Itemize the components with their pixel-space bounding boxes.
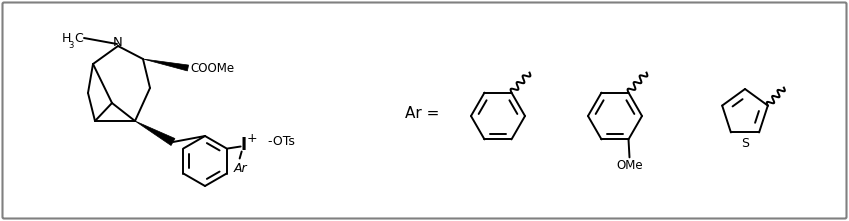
Text: 3: 3	[69, 40, 74, 50]
Text: COOMe: COOMe	[190, 63, 234, 76]
Text: OMe: OMe	[616, 159, 643, 172]
Text: C: C	[74, 32, 82, 44]
Text: S: S	[741, 137, 749, 150]
Text: I: I	[240, 137, 247, 154]
Text: Ar: Ar	[233, 162, 247, 175]
Text: N: N	[113, 36, 123, 48]
Polygon shape	[135, 121, 175, 145]
Polygon shape	[143, 59, 188, 71]
Text: H: H	[62, 32, 71, 44]
Text: +: +	[246, 132, 257, 145]
FancyBboxPatch shape	[3, 2, 846, 219]
Text: -OTs: -OTs	[260, 135, 295, 148]
Text: Ar =: Ar =	[405, 105, 440, 120]
